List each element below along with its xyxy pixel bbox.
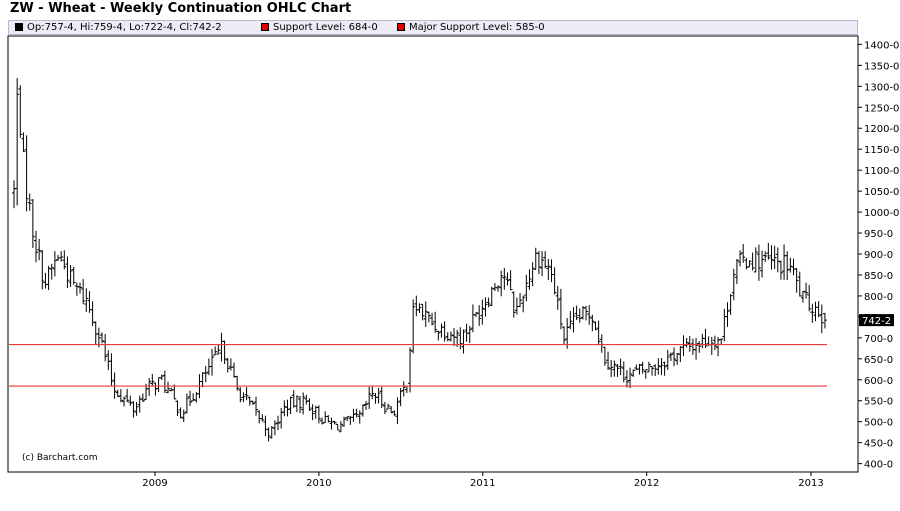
y-tick-label: 1350-0 (864, 61, 899, 72)
legend-swatch-support (261, 23, 269, 31)
y-tick-label: 1200-0 (864, 124, 899, 135)
copyright-text: (c) Barchart.com (22, 453, 98, 463)
legend-swatch-major-support (397, 23, 405, 31)
y-tick-label: 1000-0 (864, 208, 899, 219)
y-tick-label: 1300-0 (864, 82, 899, 93)
x-tick-label: 2013 (798, 478, 823, 489)
y-tick-label: 550-0 (864, 397, 893, 408)
y-tick-label: 850-0 (864, 271, 893, 282)
legend-item-major-support: Major Support Level: 585-0 (397, 21, 545, 34)
x-tick-label: 2012 (634, 478, 659, 489)
legend-label-ohlc: Op:757-4, Hi:759-4, Lo:722-4, Cl:742-2 (27, 22, 222, 33)
x-tick-label: 2009 (142, 478, 167, 489)
legend-item-ohlc: Op:757-4, Hi:759-4, Lo:722-4, Cl:742-2 (15, 21, 222, 34)
y-tick-label: 1250-0 (864, 103, 899, 114)
legend-item-support: Support Level: 684-0 (261, 21, 378, 34)
legend-label-major-support: Major Support Level: 585-0 (409, 22, 545, 33)
x-tick-label: 2010 (306, 478, 331, 489)
legend-bar: Op:757-4, Hi:759-4, Lo:722-4, Cl:742-2 S… (8, 20, 858, 35)
legend-label-support: Support Level: 684-0 (273, 22, 378, 33)
y-tick-label: 1150-0 (864, 145, 899, 156)
chart-title: ZW - Wheat - Weekly Continuation OHLC Ch… (10, 1, 352, 16)
plot-frame (7, 35, 859, 473)
legend-swatch-ohlc (15, 23, 23, 31)
y-tick-label: 400-0 (864, 460, 893, 471)
support-levels (9, 343, 827, 387)
current-price-tag: 742-2 (859, 314, 894, 327)
x-tick-label: 2011 (470, 478, 495, 489)
y-tick-label: 600-0 (864, 376, 893, 387)
ohlc-bars (12, 78, 827, 442)
y-tick-label: 900-0 (864, 250, 893, 261)
current-price-label: 742-2 (862, 316, 891, 327)
y-tick-label: 1400-0 (864, 40, 899, 51)
y-tick-label: 650-0 (864, 355, 893, 366)
current-price-box (859, 314, 894, 327)
y-tick-label: 500-0 (864, 418, 893, 429)
y-tick-label: 450-0 (864, 439, 893, 450)
y-tick-label: 1100-0 (864, 166, 899, 177)
y-tick-label: 950-0 (864, 229, 893, 240)
y-tick-label: 800-0 (864, 292, 893, 303)
y-tick-label: 1050-0 (864, 187, 899, 198)
y-tick-label: 700-0 (864, 334, 893, 345)
y-axis: 1400-0 1350-0 1300-0 1250-0 1200-0 1150-0 1100… (858, 40, 899, 471)
x-axis: 2009 2010 2011 2012 2013 (142, 472, 824, 489)
